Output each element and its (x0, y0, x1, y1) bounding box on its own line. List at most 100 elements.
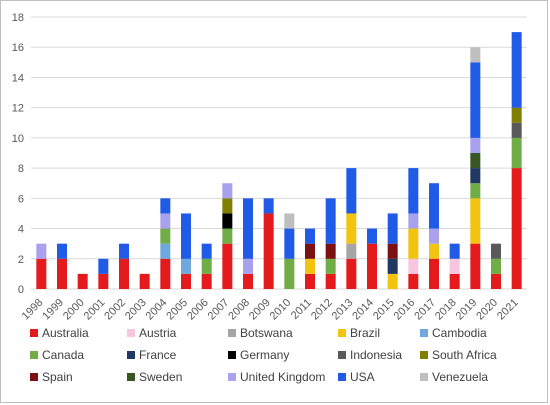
bar-segment (160, 213, 171, 229)
bar-segment (346, 213, 357, 244)
x-tick-label: 2008 (226, 297, 252, 323)
x-tick-label: 2005 (164, 297, 190, 323)
x-tick-label: 1999 (40, 297, 66, 323)
bar-segment (387, 258, 398, 274)
bar-segment (222, 198, 233, 214)
bar-segment (160, 228, 171, 244)
bar-segment (222, 228, 233, 244)
bar-segment (367, 228, 377, 244)
bar-segment (470, 62, 481, 138)
x-tick-label: 2011 (289, 297, 314, 322)
bar-segment (119, 258, 129, 289)
bar-segment (36, 243, 47, 259)
bar-segment (470, 47, 481, 63)
bar-segment (511, 168, 522, 289)
bar-segment (470, 137, 481, 153)
bar-segment (470, 183, 481, 199)
bar-segment (325, 273, 336, 289)
x-tick-label: 2001 (82, 297, 108, 323)
y-tick-label: 0 (18, 284, 24, 296)
x-tick-label: 2018 (433, 297, 459, 323)
bar-segment (470, 198, 481, 244)
bar-segment (511, 32, 522, 108)
bar-segment (305, 243, 315, 259)
x-tick-label: 2000 (61, 297, 87, 323)
bar-segment (408, 228, 419, 259)
bar-segment (284, 258, 295, 289)
bar-segment (511, 107, 522, 123)
bar-segment (325, 258, 336, 274)
x-tick-label: 2004 (144, 297, 170, 323)
bar-segment (305, 228, 315, 244)
bar-segment (36, 258, 47, 289)
x-tick-label: 2013 (330, 297, 356, 323)
bar-segment (387, 273, 398, 289)
x-tick-label: 2019 (454, 297, 480, 323)
bar-segment (77, 273, 88, 289)
bar-segment (387, 213, 398, 244)
bar-segment (387, 243, 398, 259)
bar-segment (160, 198, 171, 214)
bar-segment (429, 228, 439, 244)
bar-segment (305, 273, 315, 289)
bar-segment (470, 153, 481, 169)
bar-segment (491, 273, 501, 289)
y-tick-label: 12 (12, 103, 24, 115)
bar-segment (98, 258, 109, 274)
x-tick-label: 2015 (371, 297, 397, 323)
bar-segment (470, 168, 481, 184)
bar-segment (181, 258, 191, 274)
bar-segment (160, 258, 171, 289)
y-tick-label: 6 (18, 193, 24, 205)
bar-segment (222, 243, 233, 289)
bar-segment (181, 273, 191, 289)
bar-segment (243, 273, 253, 289)
x-tick-label: 2007 (206, 297, 232, 323)
bar-segment (57, 243, 67, 259)
bar-segment (57, 258, 67, 289)
y-tick-label: 4 (18, 224, 24, 236)
bar-segment (222, 213, 233, 229)
bar-segment (408, 213, 419, 229)
bar-segment (160, 243, 171, 259)
bar-segment (449, 243, 460, 259)
bar-segment (491, 258, 501, 274)
y-tick-label: 2 (18, 254, 24, 266)
x-tick-label: 1998 (20, 297, 46, 323)
y-tick-label: 8 (18, 163, 24, 175)
bar-segment (346, 258, 357, 289)
bar-segment (367, 243, 377, 289)
bar-segment (201, 258, 212, 274)
bar-segment (429, 258, 439, 289)
bar-segment (243, 258, 253, 274)
x-tick-label: 2020 (474, 297, 500, 323)
bar-segment (470, 243, 481, 289)
bar-segment (449, 273, 460, 289)
bar-segment (263, 213, 274, 289)
x-tick-label: 2010 (268, 297, 294, 323)
bar-segment (181, 213, 191, 259)
bar-segment (263, 198, 274, 214)
x-tick-label: 2012 (309, 297, 335, 323)
y-tick-label: 10 (12, 133, 24, 145)
bar-segment (139, 273, 150, 289)
x-tick-label: 2002 (102, 297, 128, 323)
bar-segment (449, 258, 460, 274)
bar-segment (408, 258, 419, 274)
bar-segment (305, 258, 315, 274)
bar-segment (429, 183, 439, 229)
x-tick-label: 2009 (247, 297, 273, 323)
y-tick-label: 18 (12, 12, 24, 24)
bar-segment (284, 228, 295, 259)
y-tick-label: 14 (12, 72, 24, 84)
x-tick-label: 2014 (350, 297, 376, 323)
x-tick-label: 2016 (392, 297, 418, 323)
bar-segment (408, 168, 419, 214)
bar-segment (491, 243, 501, 259)
bar-segment (511, 137, 522, 169)
x-tick-label: 2021 (495, 297, 521, 323)
bar-segment (429, 243, 439, 259)
y-tick-label: 16 (12, 42, 24, 54)
